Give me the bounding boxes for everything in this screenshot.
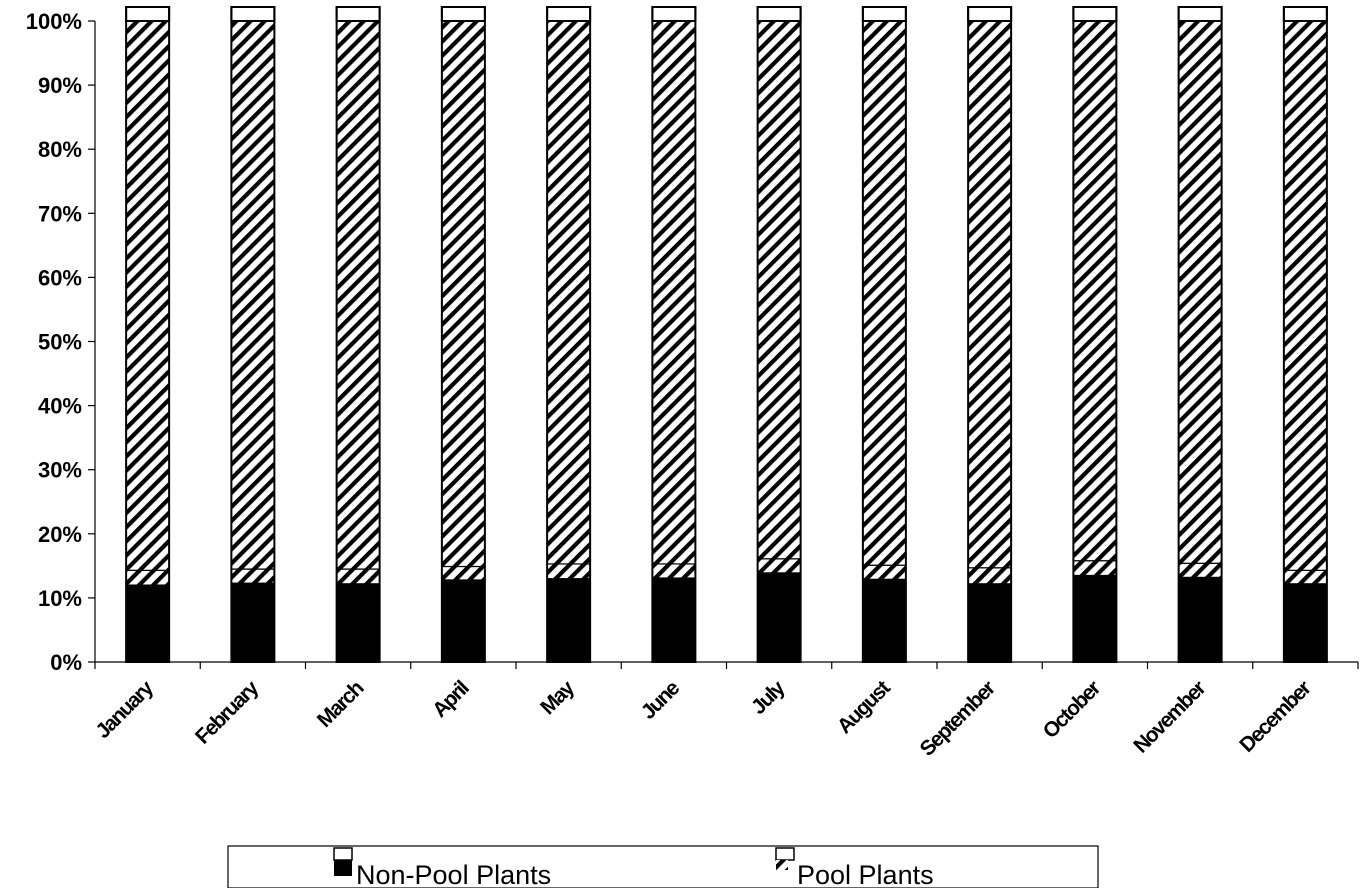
- bar-stack-september: [967, 6, 1013, 663]
- y-tick-label-30: 30%: [38, 458, 82, 483]
- bar-segment-november-2: [1178, 562, 1223, 578]
- bar-segment-february-1: [230, 582, 275, 663]
- bar-segment-september-3: [967, 20, 1012, 569]
- y-tick-label-70: 70%: [38, 201, 82, 226]
- bar-segment-may-2: [546, 563, 591, 580]
- bar-segment-june-2: [651, 563, 696, 579]
- solid-square-icon: [333, 847, 353, 876]
- hatched-square-icon: [775, 847, 795, 870]
- bar-segment-december-1: [1283, 583, 1328, 663]
- bar-segment-august-2: [862, 564, 907, 580]
- legend: Non-Pool Plants Pool Plants: [227, 845, 1099, 888]
- bar-segment-july-3: [757, 20, 802, 560]
- y-tick-label-50: 50%: [38, 330, 82, 355]
- bar-segment-june-3: [651, 20, 696, 565]
- bar-segment-march-2: [336, 568, 381, 585]
- legend-label-pool-plants: Pool Plants: [797, 860, 934, 888]
- bar-segment-september-1: [967, 583, 1012, 663]
- y-tick-label-60: 60%: [38, 265, 82, 290]
- legend-box: [227, 845, 1099, 888]
- bar-segment-june-1: [651, 577, 696, 663]
- x-tick-label-january: January: [91, 676, 158, 743]
- y-tick-label-90: 90%: [38, 73, 82, 98]
- bar-cap-february: [230, 6, 276, 22]
- bar-cap-january: [125, 6, 171, 22]
- bar-stack-november: [1177, 6, 1223, 663]
- y-tick-label-10: 10%: [38, 586, 82, 611]
- bar-cap-july: [756, 6, 802, 22]
- bar-segment-july-1: [757, 572, 802, 663]
- bar-segment-december-2: [1283, 569, 1328, 585]
- x-tick-label-november: November: [1129, 676, 1210, 757]
- bar-stack-october: [1072, 6, 1118, 663]
- bar-segment-october-1: [1072, 574, 1117, 663]
- y-tick-label-0: 0%: [50, 650, 82, 675]
- y-tick-label-100: 100%: [26, 9, 82, 34]
- x-tick-label-may: May: [536, 676, 579, 719]
- bar-segment-september-2: [967, 567, 1012, 585]
- bar-segment-august-3: [862, 20, 907, 566]
- bar-cap-august: [861, 6, 907, 22]
- bar-cap-november: [1177, 6, 1223, 22]
- bar-stack-may: [546, 6, 592, 663]
- bar-cap-april: [440, 6, 486, 22]
- y-tick-label-20: 20%: [38, 522, 82, 547]
- bar-segment-january-3: [125, 20, 170, 571]
- x-tick-label-october: October: [1039, 676, 1106, 743]
- bar-segment-november-3: [1178, 20, 1223, 564]
- bar-segment-october-2: [1072, 560, 1117, 577]
- bar-segment-july-2: [757, 558, 802, 574]
- x-tick-label-april: April: [428, 677, 473, 722]
- x-tick-label-august: August: [833, 676, 895, 738]
- bar-segment-march-3: [336, 20, 381, 570]
- bar-cap-september: [967, 6, 1013, 22]
- bar-segment-may-3: [546, 20, 591, 565]
- bars: [125, 6, 1328, 663]
- bar-cap-october: [1072, 6, 1118, 22]
- x-tick-label-march: March: [313, 677, 368, 732]
- bar-stack-january: [125, 6, 171, 663]
- bar-stack-march: [335, 6, 381, 663]
- x-tick-label-february: February: [191, 676, 264, 749]
- legend-item-pool-plants: Pool Plants: [775, 847, 934, 888]
- bar-segment-february-2: [230, 568, 275, 584]
- y-tick-label-80: 80%: [38, 137, 82, 162]
- bar-stack-august: [861, 6, 907, 663]
- bar-segment-april-1: [441, 579, 486, 663]
- bar-stack-april: [440, 6, 486, 663]
- bar-segment-january-2: [125, 569, 170, 586]
- bar-stack-july: [756, 6, 802, 663]
- bar-segment-january-1: [125, 584, 170, 663]
- bar-cap-march: [335, 6, 381, 22]
- bar-segment-february-3: [230, 20, 275, 570]
- bar-segment-december-3: [1283, 20, 1328, 571]
- bar-cap-december: [1282, 6, 1328, 22]
- x-tick-label-september: September: [916, 676, 1000, 760]
- bar-stack-december: [1282, 6, 1328, 663]
- y-tick-label-40: 40%: [38, 394, 82, 419]
- legend-item-non-pool-plants: Non-Pool Plants: [333, 847, 551, 888]
- bar-segment-april-3: [441, 20, 486, 568]
- bar-stack-february: [230, 6, 276, 663]
- bar-segment-april-2: [441, 565, 486, 581]
- bar-segment-march-1: [336, 583, 381, 663]
- bar-segment-october-3: [1072, 20, 1117, 562]
- bar-stack-june: [651, 6, 697, 663]
- bar-segment-august-1: [862, 578, 907, 663]
- x-tick-label-june: June: [637, 677, 684, 724]
- bar-cap-may: [546, 6, 592, 22]
- legend-label-non-pool-plants: Non-Pool Plants: [356, 860, 551, 888]
- bar-segment-may-1: [546, 578, 591, 663]
- bar-cap-june: [651, 6, 697, 22]
- x-tick-label-july: July: [747, 676, 790, 719]
- x-tick-label-december: December: [1235, 676, 1316, 757]
- bar-segment-november-1: [1178, 576, 1223, 663]
